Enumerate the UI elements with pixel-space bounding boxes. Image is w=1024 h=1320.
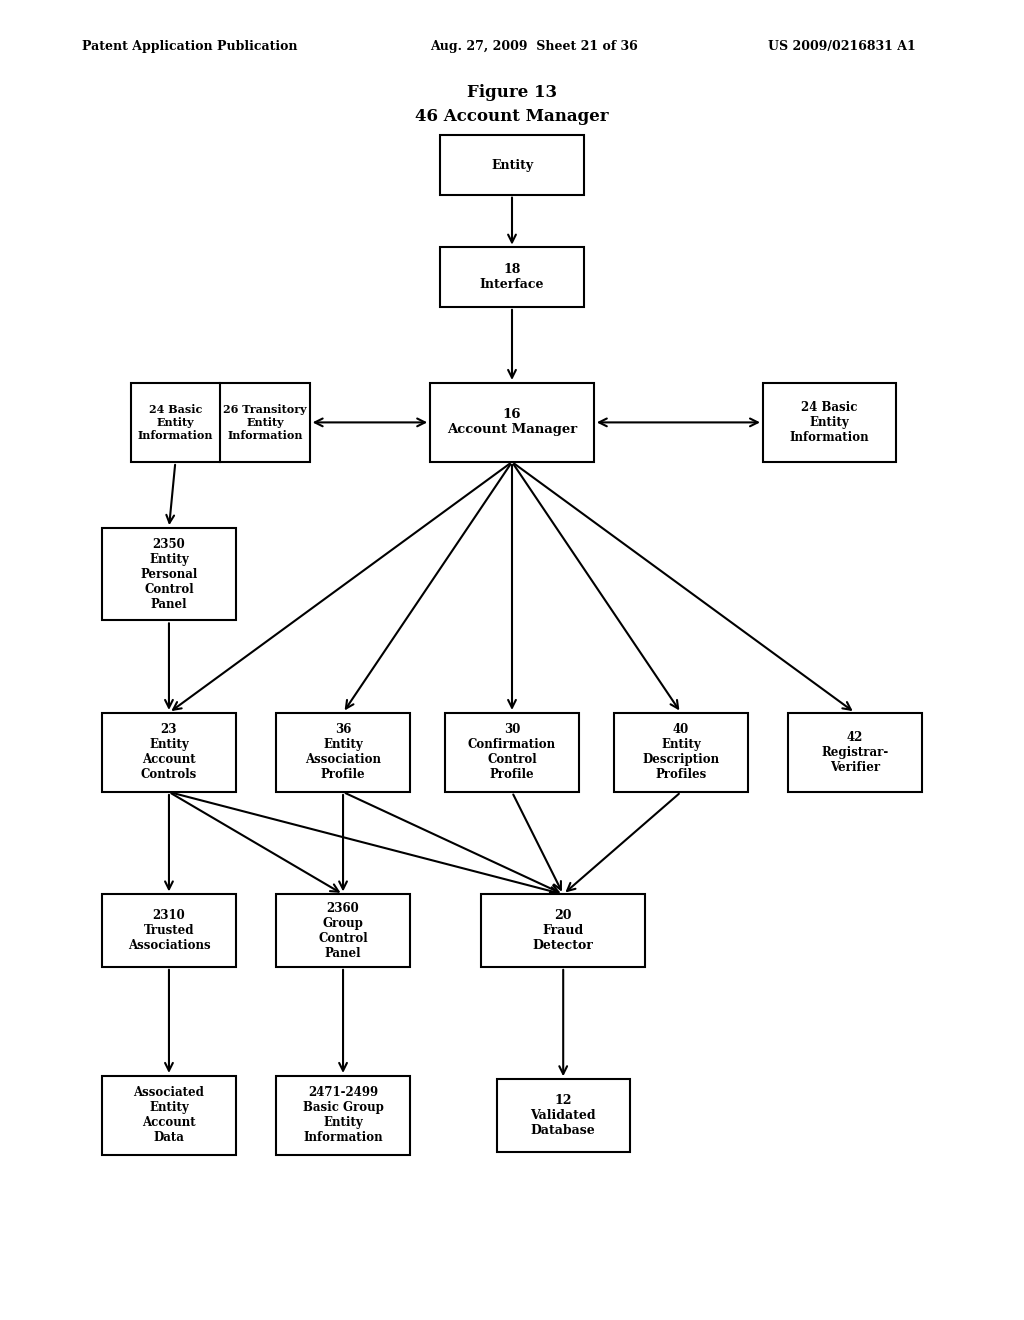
Text: 24 Basic
Entity
Information: 24 Basic Entity Information — [790, 401, 869, 444]
Text: 40
Entity
Description
Profiles: 40 Entity Description Profiles — [642, 723, 720, 781]
FancyBboxPatch shape — [102, 713, 236, 792]
Text: Entity: Entity — [490, 158, 534, 172]
Text: Aug. 27, 2009  Sheet 21 of 36: Aug. 27, 2009 Sheet 21 of 36 — [430, 40, 638, 53]
FancyBboxPatch shape — [788, 713, 922, 792]
Text: 2360
Group
Control
Panel: 2360 Group Control Panel — [318, 902, 368, 960]
Text: 46 Account Manager: 46 Account Manager — [415, 108, 609, 124]
FancyBboxPatch shape — [763, 383, 896, 462]
FancyBboxPatch shape — [445, 713, 579, 792]
FancyBboxPatch shape — [131, 383, 309, 462]
Text: 16
Account Manager: 16 Account Manager — [446, 408, 578, 437]
Text: Associated
Entity
Account
Data: Associated Entity Account Data — [133, 1086, 205, 1144]
FancyBboxPatch shape — [481, 895, 645, 966]
FancyBboxPatch shape — [102, 1076, 236, 1155]
Text: US 2009/0216831 A1: US 2009/0216831 A1 — [768, 40, 915, 53]
Text: 12
Validated
Database: 12 Validated Database — [530, 1094, 596, 1137]
Text: Figure 13: Figure 13 — [467, 84, 557, 100]
Text: 30
Confirmation
Control
Profile: 30 Confirmation Control Profile — [468, 723, 556, 781]
Text: 20
Fraud
Detector: 20 Fraud Detector — [532, 909, 594, 952]
FancyBboxPatch shape — [276, 1076, 410, 1155]
Text: 42
Registrar-
Verifier: 42 Registrar- Verifier — [821, 731, 889, 774]
FancyBboxPatch shape — [614, 713, 748, 792]
Text: Patent Application Publication: Patent Application Publication — [82, 40, 297, 53]
FancyBboxPatch shape — [276, 895, 410, 966]
Text: 24 Basic
Entity
Information: 24 Basic Entity Information — [137, 404, 213, 441]
Text: 2471-2499
Basic Group
Entity
Information: 2471-2499 Basic Group Entity Information — [303, 1086, 383, 1144]
FancyBboxPatch shape — [497, 1080, 630, 1151]
Text: 18
Interface: 18 Interface — [480, 263, 544, 292]
Text: 36
Entity
Association
Profile: 36 Entity Association Profile — [305, 723, 381, 781]
FancyBboxPatch shape — [440, 135, 584, 195]
Text: 26 Transitory
Entity
Information: 26 Transitory Entity Information — [223, 404, 307, 441]
Text: 23
Entity
Account
Controls: 23 Entity Account Controls — [141, 723, 197, 781]
FancyBboxPatch shape — [102, 895, 236, 966]
Text: 2310
Trusted
Associations: 2310 Trusted Associations — [128, 909, 210, 952]
FancyBboxPatch shape — [276, 713, 410, 792]
FancyBboxPatch shape — [440, 247, 584, 306]
Text: 2350
Entity
Personal
Control
Panel: 2350 Entity Personal Control Panel — [140, 537, 198, 611]
FancyBboxPatch shape — [102, 528, 236, 620]
FancyBboxPatch shape — [430, 383, 594, 462]
